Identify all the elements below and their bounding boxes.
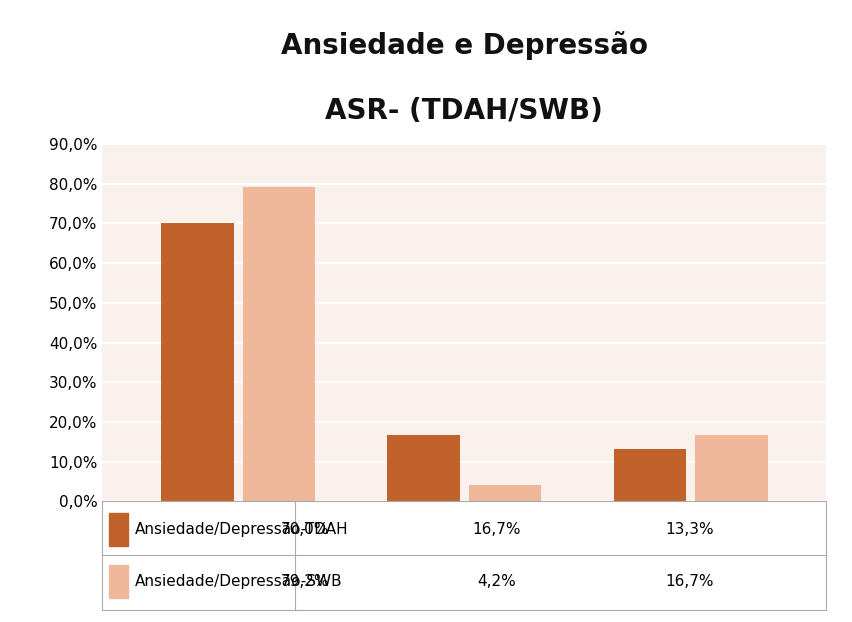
- Text: 13,3%: 13,3%: [665, 522, 714, 537]
- Text: Ansiedade/Depressão-SWB: Ansiedade/Depressão-SWB: [135, 574, 343, 589]
- Bar: [695, 435, 768, 501]
- Text: 70,0%: 70,0%: [280, 522, 329, 537]
- Text: ASR- (TDAH/SWB): ASR- (TDAH/SWB): [325, 97, 603, 125]
- Bar: [388, 435, 460, 501]
- Text: 16,7%: 16,7%: [473, 522, 521, 537]
- Text: 79,2%: 79,2%: [280, 574, 329, 589]
- Text: 16,7%: 16,7%: [665, 574, 713, 589]
- Bar: [161, 223, 233, 501]
- Bar: [109, 513, 128, 545]
- Bar: [109, 565, 128, 598]
- Text: 4,2%: 4,2%: [478, 574, 516, 589]
- Bar: [469, 485, 541, 501]
- Text: Ansiedade e Depressão: Ansiedade e Depressão: [281, 31, 648, 60]
- FancyBboxPatch shape: [102, 501, 826, 610]
- Text: Ansiedade/Depressão-TDAH: Ansiedade/Depressão-TDAH: [135, 522, 348, 537]
- Bar: [243, 187, 315, 501]
- Bar: [613, 448, 686, 501]
